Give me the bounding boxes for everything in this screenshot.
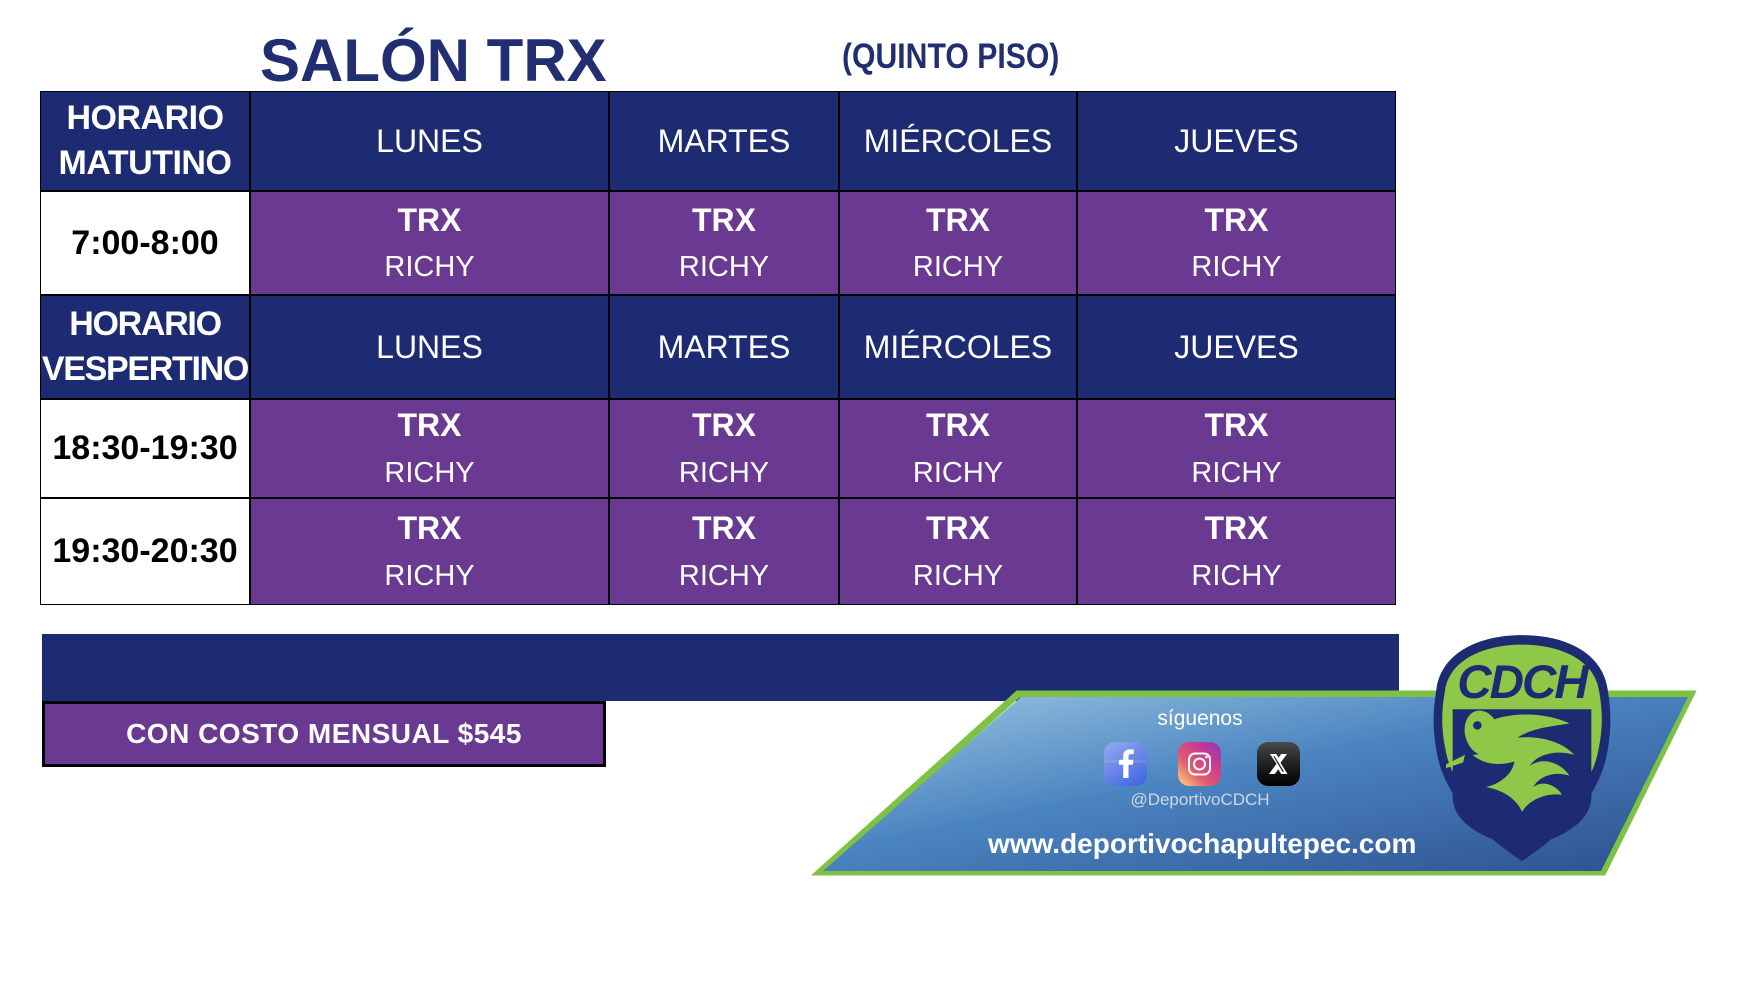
svg-text:CDCH: CDCH bbox=[1457, 656, 1590, 709]
